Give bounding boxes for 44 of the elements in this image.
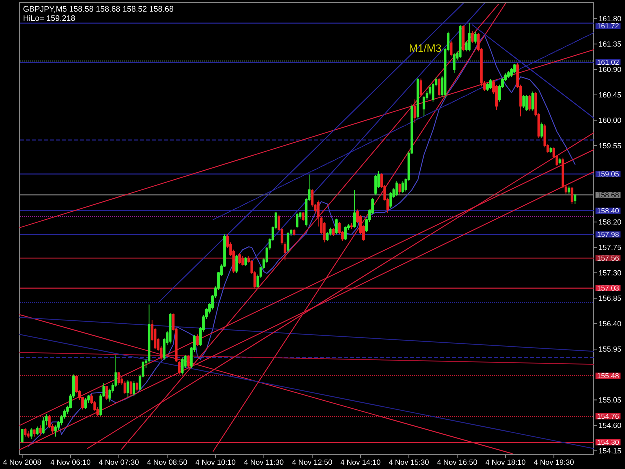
candlestick bbox=[390, 192, 392, 209]
candlestick bbox=[540, 122, 544, 138]
candlestick bbox=[558, 158, 562, 165]
candlestick bbox=[106, 386, 108, 401]
candlestick bbox=[118, 372, 120, 386]
candlestick bbox=[238, 252, 242, 264]
candlestick bbox=[169, 312, 172, 344]
candlestick bbox=[353, 190, 356, 228]
candlestick bbox=[396, 181, 398, 197]
candlestick bbox=[36, 426, 39, 436]
candlestick bbox=[42, 416, 45, 434]
candlestick bbox=[27, 430, 30, 438]
candlestick bbox=[474, 32, 477, 44]
candlestick bbox=[244, 256, 248, 267]
candlestick bbox=[326, 232, 329, 242]
candlestick bbox=[528, 94, 532, 112]
candlestick bbox=[39, 425, 42, 436]
candlestick bbox=[462, 25, 465, 52]
candlestick bbox=[508, 70, 510, 79]
candlestick bbox=[33, 429, 36, 438]
candlestick bbox=[54, 425, 57, 438]
candlestick bbox=[450, 41, 453, 58]
candlestick bbox=[350, 222, 354, 230]
candlestick bbox=[402, 181, 404, 194]
candlestick bbox=[486, 82, 489, 92]
candlestick bbox=[574, 194, 577, 205]
candlestick bbox=[242, 256, 244, 266]
candlestick bbox=[30, 428, 33, 440]
candlestick bbox=[124, 381, 126, 395]
candlestick bbox=[196, 334, 199, 347]
candlestick bbox=[550, 146, 552, 154]
candlestick bbox=[332, 228, 335, 237]
candlestick bbox=[522, 94, 526, 108]
candlestick bbox=[126, 380, 130, 398]
candlestick bbox=[453, 52, 456, 74]
candlestick bbox=[532, 91, 534, 112]
candlestick bbox=[471, 30, 474, 44]
candlestick bbox=[24, 428, 27, 438]
candlestick bbox=[459, 24, 462, 59]
candlestick bbox=[468, 22, 471, 52]
candlestick bbox=[181, 357, 184, 376]
candlestick bbox=[398, 183, 402, 194]
text: HiLo= 159.218 bbox=[24, 15, 76, 22]
chart-title: GBPJPY,M5 158.58 158.68 158.52 158.68 bbox=[24, 6, 174, 13]
